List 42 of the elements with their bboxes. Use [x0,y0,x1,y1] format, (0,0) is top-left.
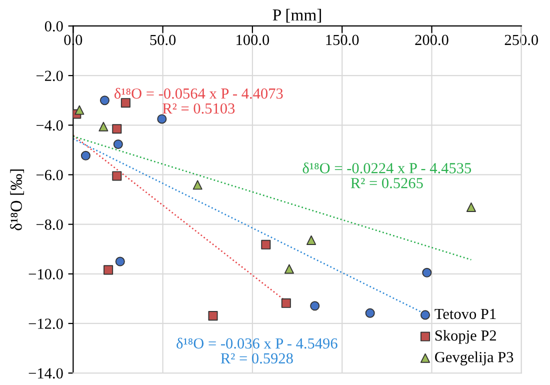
point [306,235,316,245]
x-tick-label: 100.0 [236,34,270,46]
x-axis-title: P [mm] [272,8,321,23]
point [104,265,114,275]
y-tick-label: 0.0 [44,21,63,32]
point [113,139,123,150]
point [98,122,108,132]
y-tick-label: −12.0 [28,318,63,329]
point [192,180,202,190]
annotation: δ¹⁸O = -0.0564 x P - 4.4073 R² = 0.5103 [114,88,283,114]
y-tick-label: −6.0 [36,170,63,180]
point [422,268,432,278]
y-tick-label: −10.0 [28,269,63,280]
point [284,264,294,274]
point [112,124,122,134]
text: Tetovo P1 [434,308,496,320]
annotation: δ¹⁸O = -0.0224 x P - 4.4535 R² = 0.5265 [302,162,472,188]
point [112,171,122,181]
annotation: δ¹⁸O = -0.036 x P - 4.5496 R² = 0.5928 [176,338,338,364]
point [74,105,84,115]
y-tick-label: −4.0 [36,120,63,131]
point [208,311,218,321]
point [310,301,320,311]
y-axis-title: δ¹⁸O [‰] [10,169,24,230]
x-tick-label: 200.0 [415,34,448,46]
point [80,150,90,160]
point [120,98,130,108]
point [100,96,110,106]
point [466,202,476,212]
point [115,256,125,266]
point [157,114,167,124]
y-tick-label: −14.0 [28,368,63,379]
x-tick-label: 250.0 [504,34,538,46]
point [281,298,291,308]
y-tick-label: −2.0 [36,70,63,82]
point [365,308,375,318]
legend-label: Gevgelija P3 [435,352,514,366]
x-tick-label: 50.0 [150,34,176,46]
y-tick-label: −8.0 [36,219,63,230]
legend-label: Skopje P2 [435,330,496,344]
point [261,240,271,250]
x-tick-label: 150.0 [326,34,359,46]
